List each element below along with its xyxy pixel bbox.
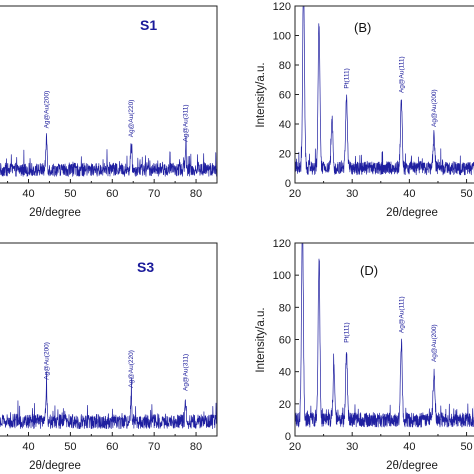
y-axis-title: Intensity/a.u. (255, 307, 267, 372)
peak-label: Ag@Au(220) (128, 100, 135, 138)
peak-label: Ag@Au(220) (128, 350, 135, 388)
x-axis-title: 2θ/degree (29, 460, 81, 472)
y-tick-label: 0 (285, 431, 291, 443)
plot-frame (294, 242, 474, 437)
x-tick-label: 50 (460, 188, 472, 200)
x-tick-label: 30 (346, 188, 358, 200)
y-tick-label: 120 (273, 1, 291, 13)
y-axis-title: Intensity/a.u. (255, 62, 267, 127)
x-tick-label: 80 (190, 441, 202, 453)
x-tick-label: 50 (460, 441, 472, 453)
peak-label: Ag@Au(311) (183, 354, 190, 391)
peak-label: Ag@Au(200) (44, 342, 51, 380)
peak-label: Ag@Au(200) (44, 91, 51, 129)
peak-label: Pt(111) (343, 322, 350, 342)
peak-label: Ag@Au(311) (183, 104, 190, 141)
x-tick-label: 60 (106, 441, 118, 453)
y-tick-label: 0 (285, 178, 291, 190)
x-tick-label: 80 (190, 188, 202, 200)
peak-label: Ag@Au(111) (398, 296, 405, 333)
x-axis-title: 2θ/degree (29, 207, 81, 219)
peak-label: Ag@Au(111) (398, 56, 405, 93)
x-tick-label: 20 (289, 441, 301, 453)
x-tick-label: 50 (64, 441, 76, 453)
x-tick-label: 40 (403, 188, 415, 200)
panel-label: S3 (137, 259, 154, 275)
x-tick-label: 40 (22, 441, 34, 453)
x-tick-label: 50 (64, 188, 76, 200)
plot-frame (0, 242, 218, 437)
y-tick-label: 20 (279, 399, 291, 411)
x-tick-label: 30 (346, 441, 358, 453)
panel-D: 20 30 40 500204060801001202θ/degreeIntensit… (255, 238, 474, 472)
y-tick-label: 20 (279, 149, 291, 161)
x-tick-label: 40 (403, 441, 415, 453)
plot-frame (294, 5, 474, 184)
x-axis-title: 2θ/degree (386, 460, 438, 472)
peak-label: Pt(111) (343, 68, 350, 88)
panel-B: 20 30 40 500204060801001202θ/degreeIntensit… (255, 1, 474, 219)
panel-label: (B) (354, 20, 371, 35)
y-tick-label: 40 (279, 367, 291, 379)
peak-label: Ag@Au(200) (431, 324, 438, 362)
xrd-series-D (295, 243, 474, 428)
xrd-series-S1 (0, 133, 217, 177)
xrd-series-S3 (0, 371, 217, 430)
x-tick-label: 60 (106, 188, 118, 200)
y-tick-label: 40 (279, 119, 291, 131)
y-tick-label: 100 (273, 270, 291, 282)
panel-label: (D) (360, 263, 378, 278)
y-tick-label: 80 (279, 302, 291, 314)
y-tick-label: 80 (279, 60, 291, 72)
x-tick-label: 40 (22, 188, 34, 200)
x-tick-label: 70 (148, 188, 160, 200)
y-tick-label: 60 (279, 335, 291, 347)
x-tick-label: 20 (289, 188, 301, 200)
x-tick-label: 70 (148, 441, 160, 453)
y-tick-label: 120 (273, 238, 291, 250)
x-axis-title: 2θ/degree (386, 207, 438, 219)
y-tick-label: 60 (279, 90, 291, 102)
peak-label: Ag@Au(200) (431, 89, 438, 127)
panel-label: S1 (140, 17, 157, 33)
panel-S1: 40 50 60 70 80 2θ/degree S1 Ag@Au(200) Ag@Au(220… (0, 5, 218, 219)
plot-frame (0, 5, 218, 184)
y-tick-label: 100 (273, 31, 291, 43)
xrd-series-B (295, 6, 474, 176)
panel-S3: 40 50 60 70 80 2θ/degree S3 Ag@Au(200) Ag@Au(220… (0, 242, 218, 472)
